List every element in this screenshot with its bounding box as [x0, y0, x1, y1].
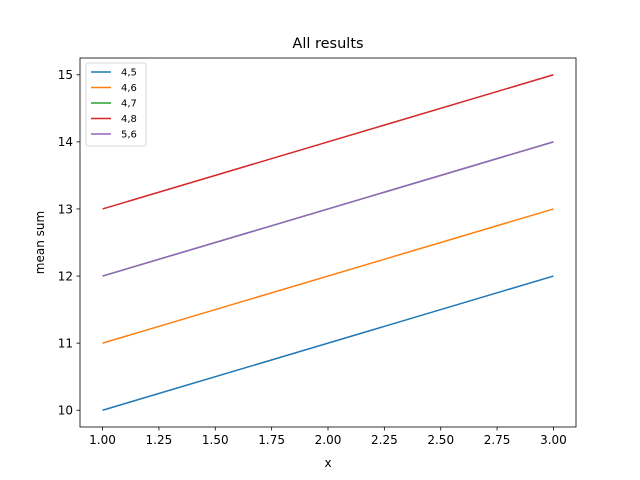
- y-tick-label: 10: [58, 404, 73, 418]
- x-tick-label: 1.25: [146, 433, 173, 447]
- y-tick-label: 11: [58, 336, 73, 350]
- y-tick-label: 14: [58, 135, 73, 149]
- x-tick-label: 1.75: [258, 433, 285, 447]
- x-tick-label: 3.00: [540, 433, 567, 447]
- series-line-0: [102, 275, 554, 411]
- plot-area: [79, 57, 577, 428]
- legend-label: 4,7: [121, 99, 137, 110]
- y-tick-label: 15: [58, 68, 73, 82]
- legend-label: 4,8: [121, 114, 137, 125]
- series-line-1: [102, 208, 554, 344]
- y-tick-label: 12: [58, 269, 73, 283]
- series-line-3: [102, 74, 554, 210]
- x-tick-label: 2.75: [484, 433, 511, 447]
- x-tick-label: 2.50: [427, 433, 454, 447]
- legend-label: 4,6: [121, 83, 137, 94]
- series-lines: [102, 74, 554, 411]
- x-tick-label: 2.25: [371, 433, 398, 447]
- y-tick-label: 13: [58, 202, 73, 216]
- y-axis-label: mean sum: [33, 211, 47, 274]
- legend: 4,5 4,6 4,7 4,8 5,6: [85, 62, 147, 147]
- x-tick-label: 1.00: [89, 433, 116, 447]
- y-axis-ticks: 10 11 12 13 14 15: [58, 68, 80, 418]
- series-line-4: [102, 141, 554, 277]
- legend-items: 4,5 4,6 4,7 4,8 5,6: [91, 68, 137, 141]
- legend-label: 4,5: [121, 68, 137, 79]
- x-tick-label: 2.00: [315, 433, 342, 447]
- x-tick-label: 1.50: [202, 433, 229, 447]
- x-axis-label: x: [324, 456, 331, 470]
- x-axis-ticks: 1.00 1.25 1.50 1.75 2.00 2.25 2.50 2.75 3.00: [89, 427, 567, 447]
- chart-title: All results: [292, 36, 363, 52]
- legend-box: [85, 62, 147, 147]
- legend-label: 5,6: [121, 130, 137, 141]
